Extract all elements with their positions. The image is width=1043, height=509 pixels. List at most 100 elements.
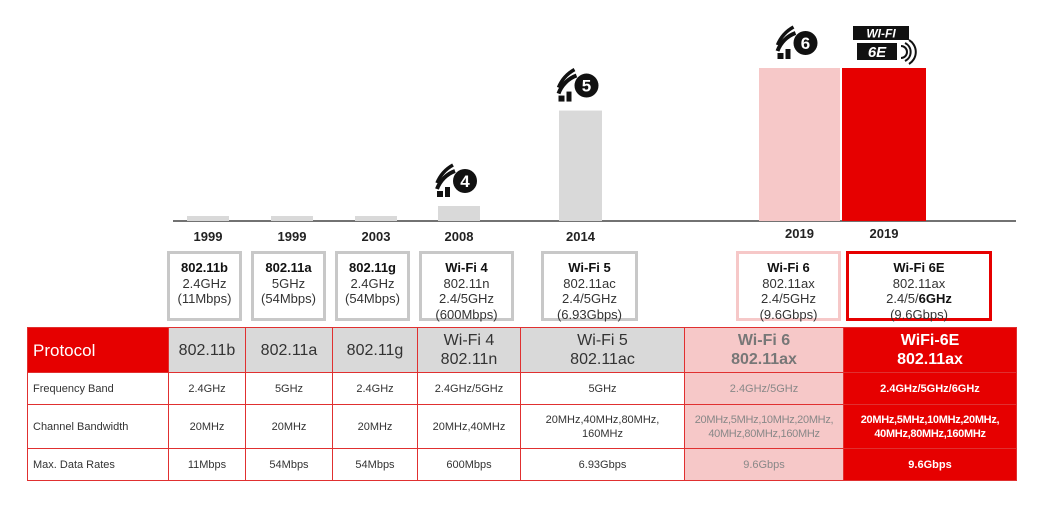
table-cell: 54Mbps xyxy=(332,448,418,481)
card-title: Wi-Fi 6E xyxy=(893,260,945,275)
wifi-logo-bottom: 6E xyxy=(868,44,887,61)
protocol-name: 802.11g xyxy=(346,341,404,359)
year-label: 1999 xyxy=(278,229,307,244)
card-band-prefix: 2.4/5/ xyxy=(886,291,919,306)
protocol-card-wifi5: Wi-Fi 5 802.11ac 2.4/5GHz (6.93Gbps) xyxy=(541,251,638,322)
table-cell: 54Mbps xyxy=(245,448,333,481)
card-band: 2.4/5GHz xyxy=(562,291,617,306)
icons-group: 4 5 6 WI-FI 6E xyxy=(435,24,917,197)
protocol-standard: 802.11ax xyxy=(731,351,797,368)
channel-bandwidth-row: Channel Bandwidth 20MHz 20MHz 20MHz 20MH… xyxy=(27,404,1017,449)
bar-wi-fi-6e xyxy=(842,68,926,221)
table-cell: 20MHz,40MHz xyxy=(417,404,521,449)
card-standard: 802.11ax xyxy=(762,275,815,291)
svg-text:4: 4 xyxy=(460,172,470,191)
table-cell: 20MHz,5MHz,10MHz,20MHz, 40MHz,80MHz,160M… xyxy=(843,404,1017,449)
protocol-label: Protocol xyxy=(27,327,169,373)
card-band: 5GHz xyxy=(271,275,306,291)
card-band-6ghz: 6GHz xyxy=(918,291,952,306)
card-standard: 802.11ax xyxy=(892,275,946,291)
table-cell: 20MHz xyxy=(332,404,418,449)
wifi-logo-top: WI-FI xyxy=(866,27,896,41)
table-cell: 2.4GHz/5GHz/6GHz xyxy=(843,372,1017,405)
card-rate: (54Mbps) xyxy=(345,291,400,306)
card-rate: (600Mbps) xyxy=(435,306,498,322)
card-band: 2.4GHz xyxy=(350,275,395,291)
protocol-card-80211b: 802.11b 2.4GHz (11Mbps) xyxy=(167,251,242,321)
protocol-card-wifi6e: Wi-Fi 6E 802.11ax 2.4/5/6GHz (9.6Gbps) xyxy=(846,251,992,322)
protocol-row: Protocol 802.11b 802.11a 802.11g Wi-Fi 4… xyxy=(27,327,1017,373)
row-label: Channel Bandwidth xyxy=(27,404,169,449)
table-cell: 20MHz xyxy=(245,404,333,449)
card-rate: (6.93Gbps) xyxy=(556,306,623,322)
protocol-card-80211a: 802.11a 5GHz (54Mbps) xyxy=(251,251,326,321)
wifi-4-icon: 4 xyxy=(435,163,477,197)
table-cell: 6.93Gbps xyxy=(520,448,685,481)
protocol-name: WiFi-6E xyxy=(900,332,960,349)
frequency-band-row: Frequency Band 2.4GHz 5GHz 2.4GHz 2.4GHz… xyxy=(27,372,1017,405)
year-label: 2003 xyxy=(362,229,391,244)
table-cell: 9.6Gbps xyxy=(843,448,1017,481)
table-cell: 20MHz,40MHz,80MHz, 160MHz xyxy=(520,404,685,449)
max-data-rates-row: Max. Data Rates 11Mbps 54Mbps 54Mbps 600… xyxy=(27,448,1017,481)
bars-group xyxy=(187,68,926,221)
table-cell: 2.4GHz xyxy=(168,372,246,405)
card-rate: (9.6Gbps) xyxy=(759,306,818,322)
card-title: Wi-Fi 6 xyxy=(767,260,810,275)
year-label: 2014 xyxy=(566,229,596,244)
protocol-cell: 802.11a xyxy=(245,327,333,373)
protocol-card-wifi6: Wi-Fi 6 802.11ax 2.4/5GHz (9.6Gbps) xyxy=(736,251,841,322)
wifi-6-icon: 6 xyxy=(775,25,818,59)
table-cell: 20MHz,5MHz,10MHz,20MHz, 40MHz,80MHz,160M… xyxy=(684,404,844,449)
protocol-name: 802.11b xyxy=(178,341,236,359)
table-cell: 5GHz xyxy=(520,372,685,405)
table-cell: 9.6Gbps xyxy=(684,448,844,481)
table-cell: 20MHz xyxy=(168,404,246,449)
protocol-cell: Wi-Fi 6 802.11ax xyxy=(684,327,844,373)
protocol-standard: 802.11ax xyxy=(897,351,963,368)
bar-wi-fi-4 xyxy=(438,206,480,221)
protocol-card-80211g: 802.11g 2.4GHz (54Mbps) xyxy=(335,251,410,321)
table-cell: 11Mbps xyxy=(168,448,246,481)
bar-wi-fi-6 xyxy=(759,68,840,221)
card-band: 2.4/5/6GHz xyxy=(849,291,989,307)
year-labels-group: 1999 1999 2003 2008 2014 2019 2019 xyxy=(194,226,899,244)
protocol-name: Wi-Fi 4 xyxy=(443,332,495,349)
table-cell: 600Mbps xyxy=(417,448,521,481)
card-standard: 802.11ac xyxy=(563,275,616,291)
protocol-cell: 802.11g xyxy=(332,327,418,373)
year-label: 2019 xyxy=(870,226,899,241)
bar-wi-fi-5 xyxy=(559,110,602,221)
card-rate: (11Mbps) xyxy=(177,291,232,306)
protocol-name: Wi-Fi 6 xyxy=(737,332,791,349)
card-rate: (9.6Gbps) xyxy=(890,306,948,322)
card-title: 802.11g xyxy=(349,260,396,275)
row-label: Max. Data Rates xyxy=(27,448,169,481)
svg-text:5: 5 xyxy=(582,77,591,96)
bar-802-11g xyxy=(355,216,397,221)
bar-802-11a xyxy=(271,216,313,221)
year-label: 2019 xyxy=(785,226,814,241)
year-label: 1999 xyxy=(194,229,223,244)
table-cell: 2.4GHz/5GHz xyxy=(417,372,521,405)
svg-text:6: 6 xyxy=(801,34,810,53)
protocol-cell: Wi-Fi 4 802.11n xyxy=(417,327,521,373)
card-band: 2.4/5GHz xyxy=(439,291,494,306)
protocol-cell: 802.11b xyxy=(168,327,246,373)
protocol-card-wifi4: Wi-Fi 4 802.11n 2.4/5GHz (600Mbps) xyxy=(419,251,514,322)
card-band: 2.4GHz xyxy=(182,275,227,291)
card-title: Wi-Fi 5 xyxy=(568,260,611,275)
protocol-cell: Wi-Fi 5 802.11ac xyxy=(520,327,685,373)
card-title: 802.11b xyxy=(181,260,228,275)
protocol-name: 802.11a xyxy=(260,341,318,359)
protocol-cards: 802.11b 2.4GHz (11Mbps) 802.11a 5GHz (54… xyxy=(167,251,992,322)
protocol-name: Wi-Fi 5 xyxy=(577,332,628,349)
card-title: 802.11a xyxy=(265,260,312,275)
table-cell: 5GHz xyxy=(245,372,333,405)
row-label: Frequency Band xyxy=(27,372,169,405)
wifi-6e-logo-icon: WI-FI 6E xyxy=(851,24,917,65)
protocol-standard: 802.11ac xyxy=(570,351,635,368)
protocol-cell: WiFi-6E 802.11ax xyxy=(843,327,1017,373)
card-standard: 802.11n xyxy=(443,275,490,291)
card-rate: (54Mbps) xyxy=(261,291,316,306)
